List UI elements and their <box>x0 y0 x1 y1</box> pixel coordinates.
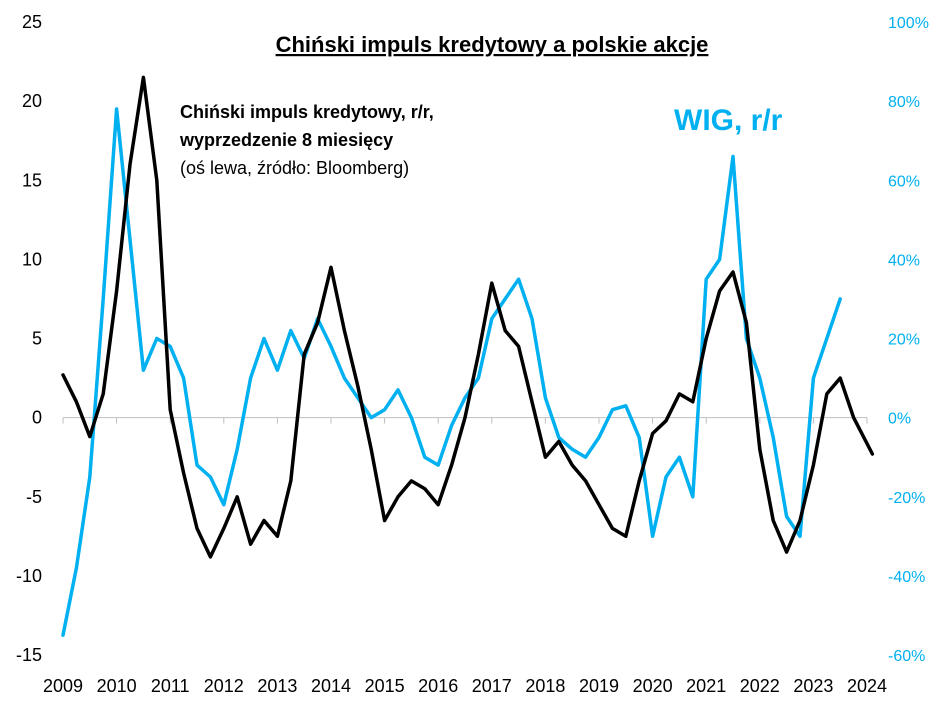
right-tick-label: -20% <box>888 490 925 507</box>
right-tick-label: 100% <box>888 15 929 32</box>
right-tick-label: 80% <box>888 94 920 111</box>
x-axis-ticks: 2009 2010 2011 2012 2013 2014 2015 2016 2017 2018… <box>43 676 887 696</box>
right-tick-label: 40% <box>888 252 920 269</box>
x-tick-label: 2014 <box>311 676 351 696</box>
x-tick-label: 2020 <box>633 676 673 696</box>
x-tick-label: 2019 <box>579 676 619 696</box>
left-tick-label: -5 <box>26 487 42 507</box>
x-tick-label: 2009 <box>43 676 83 696</box>
credit-annotation-line-3: (oś lewa, źródło: Bloomberg) <box>180 158 409 178</box>
x-tick-label: 2016 <box>418 676 458 696</box>
x-tick-label: 2010 <box>97 676 137 696</box>
x-tick-label: 2023 <box>793 676 833 696</box>
wig-annotation: WIG, r/r <box>674 104 783 137</box>
left-tick-label: 5 <box>32 329 42 349</box>
left-tick-label: 15 <box>22 170 42 190</box>
x-tick-label: 2022 <box>740 676 780 696</box>
left-tick-label: 0 <box>32 408 42 428</box>
x-tick-label: 2015 <box>365 676 405 696</box>
x-tick-label: 2021 <box>686 676 726 696</box>
right-tick-label: 0% <box>888 411 911 428</box>
left-tick-label: -10 <box>16 566 42 586</box>
right-axis-ticks: -60% -40% -20% 0% 20% 40% 60% 80% 100% <box>888 15 929 665</box>
right-tick-label: -60% <box>888 648 925 665</box>
credit-annotation-line-2: wyprzedzenie 8 miesięcy <box>179 130 393 150</box>
right-tick-label: -40% <box>888 569 925 586</box>
x-tick-label: 2012 <box>204 676 244 696</box>
x-tick-label: 2024 <box>847 676 887 696</box>
right-tick-label: 60% <box>888 173 920 190</box>
left-tick-label: 20 <box>22 91 42 111</box>
right-tick-label: 20% <box>888 332 920 349</box>
left-tick-label: 25 <box>22 12 42 32</box>
credit-annotation-line-1: Chiński impuls kredytowy, r/r, <box>180 102 434 122</box>
series-line-wig <box>61 107 842 637</box>
x-tick-label: 2018 <box>525 676 565 696</box>
left-tick-label: -15 <box>16 645 42 665</box>
x-tick-label: 2011 <box>151 676 190 696</box>
left-axis-ticks: -15 -10 -5 0 5 10 15 20 25 <box>16 12 42 665</box>
x-axis-tick-marks <box>62 417 868 424</box>
chart-title: Chiński impuls kredytowy a polskie akcje <box>276 32 709 57</box>
x-tick-label: 2017 <box>472 676 512 696</box>
series-line-credit-impulse <box>61 75 875 559</box>
left-tick-label: 10 <box>22 249 42 269</box>
x-tick-label: 2013 <box>257 676 297 696</box>
